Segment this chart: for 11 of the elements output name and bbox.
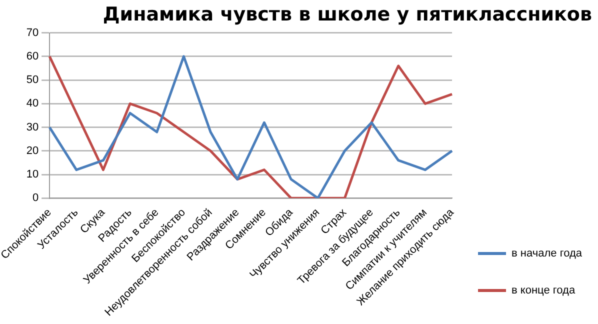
y-tick-label: 30 — [26, 121, 39, 134]
y-tick-label: 10 — [26, 168, 39, 181]
y-tick-label: 70 — [26, 26, 39, 39]
y-tick-label: 50 — [26, 74, 39, 86]
y-tick-label: 40 — [26, 98, 39, 110]
y-tick-label: 0 — [32, 192, 39, 204]
y-tick-label: 20 — [26, 144, 39, 157]
y-tick-label: 60 — [26, 50, 39, 62]
chart-title: Динамика чувств в школе у пятиклассников — [102, 3, 592, 26]
legend-label: в конце года — [512, 284, 576, 297]
legend-label: в начале года — [512, 248, 583, 260]
